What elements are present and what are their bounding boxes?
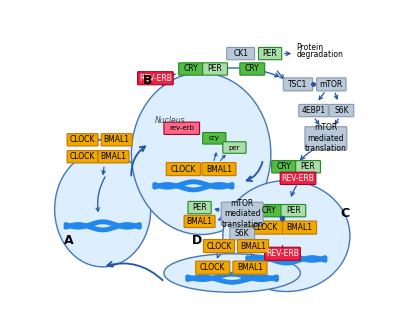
Text: 4EBP1: 4EBP1	[302, 106, 326, 115]
Text: CRY: CRY	[184, 65, 198, 73]
Text: Nucleus: Nucleus	[155, 116, 185, 125]
Text: mTOR: mTOR	[320, 80, 343, 89]
Text: PER: PER	[301, 162, 316, 171]
FancyBboxPatch shape	[283, 78, 313, 91]
FancyBboxPatch shape	[98, 151, 129, 163]
Text: BMAL1: BMAL1	[240, 242, 266, 251]
Text: D: D	[192, 234, 202, 247]
FancyBboxPatch shape	[265, 247, 300, 260]
Text: A: A	[64, 234, 74, 247]
Text: BMAL1: BMAL1	[100, 152, 126, 161]
FancyBboxPatch shape	[258, 47, 282, 60]
Text: CLOCK: CLOCK	[70, 135, 95, 144]
Text: S6K: S6K	[334, 106, 349, 115]
FancyBboxPatch shape	[257, 205, 282, 217]
Text: REV-ERB: REV-ERB	[139, 74, 172, 83]
FancyBboxPatch shape	[164, 122, 200, 134]
Text: rev-erb: rev-erb	[169, 125, 194, 131]
Text: REV-ERB: REV-ERB	[266, 249, 299, 258]
Text: CRY: CRY	[262, 206, 277, 215]
Text: CLOCK: CLOCK	[253, 223, 278, 232]
FancyBboxPatch shape	[67, 134, 98, 146]
Text: PER: PER	[208, 65, 222, 73]
Text: CRY: CRY	[277, 162, 292, 171]
FancyBboxPatch shape	[67, 151, 98, 163]
FancyBboxPatch shape	[296, 161, 320, 173]
FancyBboxPatch shape	[227, 47, 254, 60]
FancyBboxPatch shape	[233, 261, 267, 274]
Text: BMAL1: BMAL1	[206, 165, 232, 173]
Text: PER: PER	[192, 203, 207, 212]
Text: mTOR
mediated
translation: mTOR mediated translation	[305, 123, 347, 153]
Ellipse shape	[223, 181, 350, 292]
Text: CLOCK: CLOCK	[206, 242, 232, 251]
FancyBboxPatch shape	[238, 240, 268, 253]
Text: BMAL1: BMAL1	[286, 223, 312, 232]
Text: BMAL1: BMAL1	[237, 263, 263, 272]
FancyBboxPatch shape	[166, 163, 200, 176]
Text: CRY: CRY	[245, 65, 260, 73]
Text: Protein: Protein	[296, 43, 324, 53]
Text: cry: cry	[209, 135, 220, 141]
Text: B: B	[143, 74, 152, 87]
FancyBboxPatch shape	[221, 202, 263, 225]
FancyBboxPatch shape	[299, 104, 328, 117]
Text: REV-ERB: REV-ERB	[282, 174, 314, 183]
Text: BMAL1: BMAL1	[186, 217, 212, 226]
Text: PER: PER	[263, 49, 278, 58]
FancyBboxPatch shape	[223, 142, 246, 153]
FancyBboxPatch shape	[202, 163, 236, 176]
FancyBboxPatch shape	[196, 261, 230, 274]
FancyBboxPatch shape	[101, 134, 132, 146]
Ellipse shape	[131, 73, 271, 235]
FancyBboxPatch shape	[204, 240, 234, 253]
Text: C: C	[341, 207, 350, 220]
FancyBboxPatch shape	[138, 72, 173, 85]
FancyBboxPatch shape	[280, 172, 316, 184]
Text: PER: PER	[286, 206, 301, 215]
Text: mTOR
mediated
translation: mTOR mediated translation	[221, 199, 263, 229]
FancyBboxPatch shape	[203, 63, 228, 75]
Text: TSC1: TSC1	[288, 80, 308, 89]
FancyBboxPatch shape	[240, 63, 265, 75]
Ellipse shape	[55, 151, 151, 267]
Text: CLOCK: CLOCK	[171, 165, 196, 173]
FancyBboxPatch shape	[272, 161, 296, 173]
FancyBboxPatch shape	[282, 221, 317, 234]
Text: S6K: S6K	[235, 229, 250, 238]
FancyBboxPatch shape	[248, 221, 282, 234]
Ellipse shape	[164, 254, 300, 292]
Text: BMAL1: BMAL1	[104, 135, 130, 144]
Text: CK1: CK1	[233, 49, 248, 58]
FancyBboxPatch shape	[305, 127, 347, 150]
Text: CLOCK: CLOCK	[70, 152, 95, 161]
FancyBboxPatch shape	[179, 63, 204, 75]
FancyBboxPatch shape	[329, 104, 354, 117]
FancyBboxPatch shape	[230, 228, 254, 240]
FancyBboxPatch shape	[203, 132, 226, 144]
Text: degradation: degradation	[296, 50, 343, 60]
Text: per: per	[229, 145, 240, 151]
FancyBboxPatch shape	[184, 215, 215, 228]
FancyBboxPatch shape	[281, 205, 306, 217]
FancyBboxPatch shape	[317, 78, 346, 91]
Text: CLOCK: CLOCK	[200, 263, 226, 272]
FancyBboxPatch shape	[188, 202, 211, 214]
